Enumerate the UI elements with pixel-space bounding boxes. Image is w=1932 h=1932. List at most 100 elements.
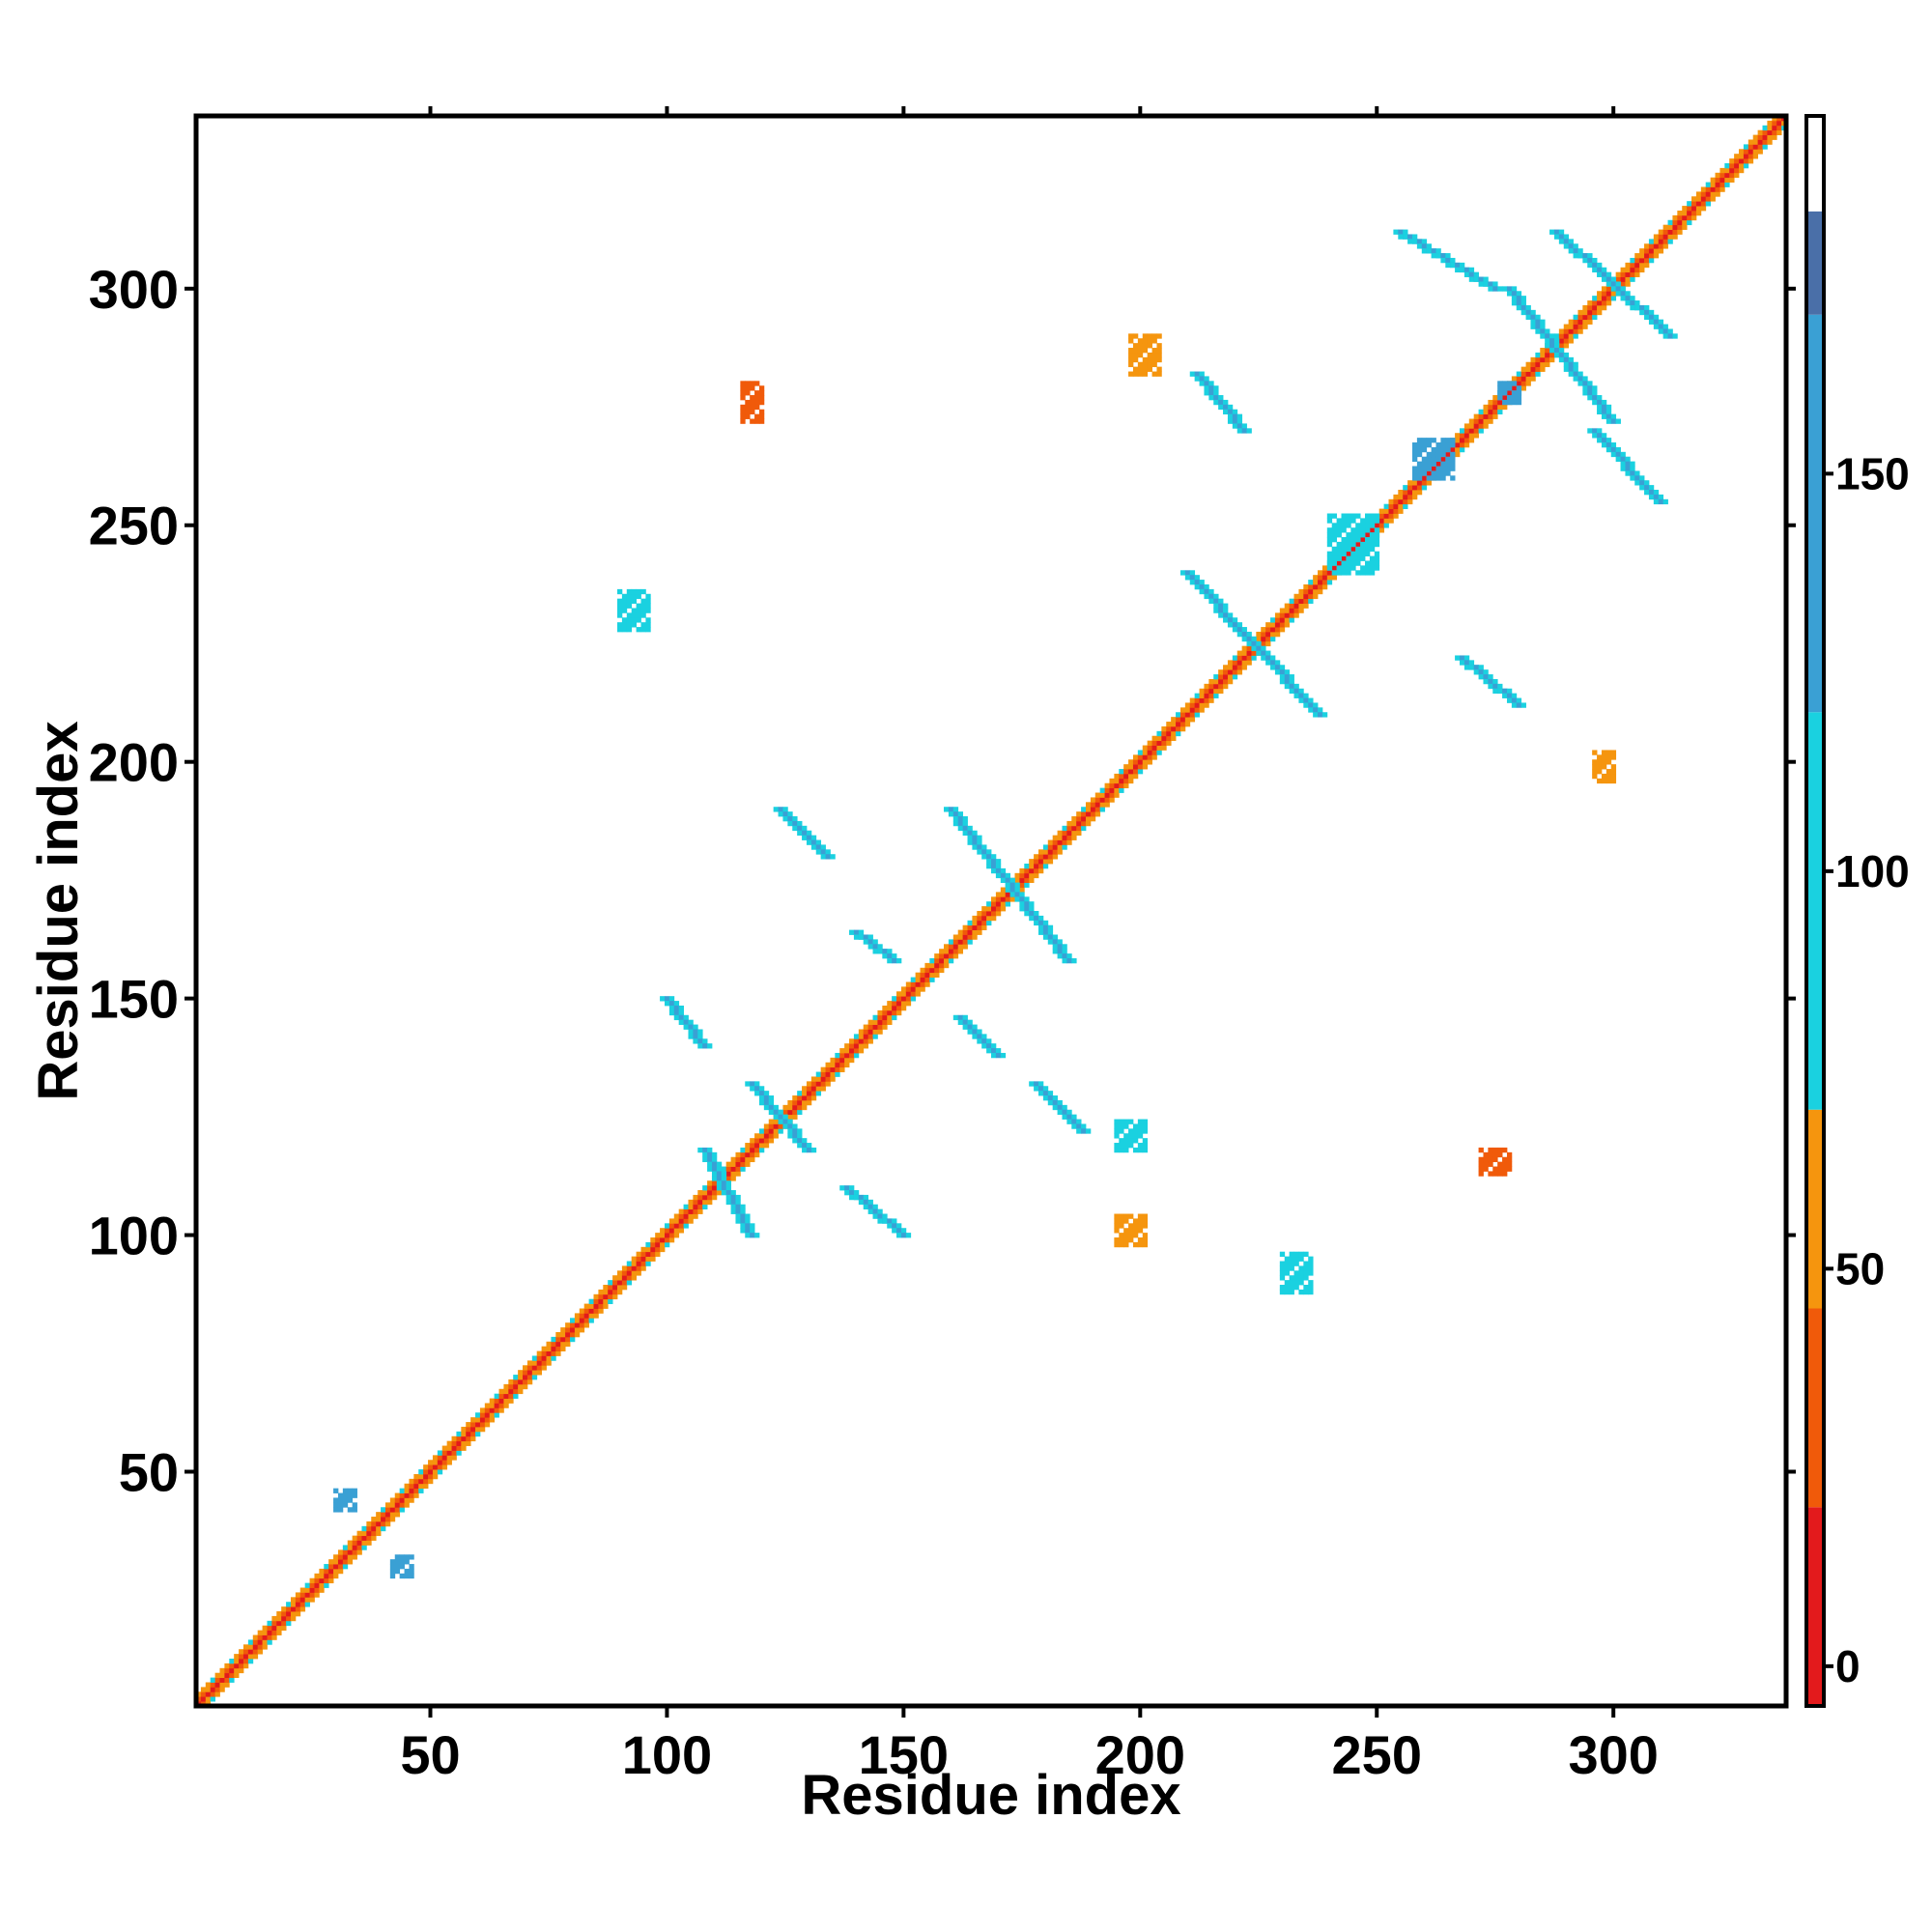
heatmap-cell bbox=[1468, 423, 1475, 429]
heatmap-cell bbox=[1710, 191, 1716, 197]
heatmap-cell bbox=[778, 1109, 783, 1116]
heatmap-cell bbox=[1421, 456, 1428, 463]
heatmap-cell bbox=[1218, 404, 1224, 411]
heatmap-cell bbox=[1426, 466, 1432, 471]
heatmap-cell bbox=[872, 949, 878, 954]
heatmap-cell bbox=[1563, 333, 1570, 339]
heatmap-cell bbox=[333, 1559, 339, 1565]
heatmap-cell bbox=[802, 825, 808, 832]
heatmap-cell bbox=[721, 1176, 727, 1181]
heatmap-cell bbox=[1416, 490, 1423, 496]
heatmap-cell bbox=[763, 1143, 770, 1149]
heatmap-cell bbox=[456, 1440, 462, 1446]
colorbar-band bbox=[1808, 1308, 1822, 1508]
heatmap-cell bbox=[333, 1554, 339, 1560]
heatmap-cell bbox=[806, 830, 812, 837]
heatmap-cell bbox=[456, 1445, 462, 1451]
heatmap-cell bbox=[1137, 1223, 1144, 1229]
heatmap-cell bbox=[1241, 660, 1247, 666]
heatmap-cell bbox=[995, 872, 1002, 879]
heatmap-cell bbox=[1199, 376, 1205, 382]
heatmap-cell bbox=[1605, 271, 1612, 277]
heatmap-cell bbox=[900, 986, 907, 992]
heatmap-cell bbox=[214, 1677, 220, 1683]
heatmap-cell bbox=[1762, 125, 1768, 131]
heatmap-cell bbox=[645, 1256, 651, 1262]
heatmap-cell bbox=[1047, 1099, 1054, 1106]
heatmap-cell bbox=[1421, 438, 1428, 443]
heatmap-cell bbox=[725, 1180, 731, 1186]
heatmap-cell bbox=[1653, 324, 1660, 329]
heatmap-cell bbox=[995, 1048, 1002, 1054]
heatmap-cell bbox=[754, 1143, 760, 1149]
heatmap-cell bbox=[1459, 442, 1465, 448]
heatmap-cell bbox=[1119, 769, 1124, 775]
heatmap-cell bbox=[1331, 575, 1338, 581]
heatmap-cell bbox=[1605, 413, 1612, 419]
heatmap-cell bbox=[252, 1654, 259, 1660]
heatmap-cell bbox=[1488, 1147, 1493, 1153]
heatmap-cell bbox=[1355, 570, 1361, 576]
heatmap-cell bbox=[920, 981, 925, 987]
heatmap-cell bbox=[555, 1346, 561, 1351]
heatmap-cell bbox=[1610, 451, 1617, 458]
heatmap-cell bbox=[333, 1573, 339, 1579]
heatmap-cell bbox=[986, 864, 992, 869]
heatmap-cell bbox=[1587, 304, 1593, 311]
heatmap-cell bbox=[1488, 399, 1493, 406]
heatmap-cell bbox=[523, 1365, 528, 1371]
heatmap-cell bbox=[1398, 490, 1404, 496]
heatmap-cell bbox=[697, 1208, 703, 1214]
heatmap-cell bbox=[200, 1696, 207, 1702]
heatmap-cell bbox=[1204, 693, 1209, 698]
heatmap-cell bbox=[754, 1091, 760, 1096]
heatmap-cell bbox=[1151, 735, 1157, 742]
heatmap-cell bbox=[1336, 546, 1342, 553]
heatmap-cell bbox=[1062, 830, 1067, 837]
heatmap-cell bbox=[616, 1285, 623, 1291]
heatmap-cell bbox=[1360, 541, 1366, 548]
heatmap-cell bbox=[915, 977, 921, 982]
heatmap-cell bbox=[475, 1426, 481, 1433]
heatmap-cell bbox=[1497, 385, 1503, 391]
heatmap-cell bbox=[750, 1143, 755, 1149]
heatmap-cell bbox=[1308, 1289, 1314, 1295]
heatmap-cell bbox=[560, 1331, 566, 1338]
heatmap-cell bbox=[1506, 390, 1513, 396]
heatmap-cell bbox=[276, 1625, 282, 1632]
heatmap-cell bbox=[797, 830, 803, 837]
heatmap-cell bbox=[451, 1440, 457, 1446]
heatmap-cell bbox=[1450, 451, 1456, 458]
heatmap-cell bbox=[707, 1194, 713, 1201]
heatmap-cell bbox=[697, 1147, 703, 1153]
heatmap-cell bbox=[750, 1233, 755, 1238]
heatmap-cell bbox=[1213, 674, 1219, 680]
heatmap-cell bbox=[792, 1104, 798, 1111]
heatmap-cell bbox=[1128, 1233, 1134, 1238]
heatmap-cell bbox=[787, 1099, 793, 1106]
heatmap-cell bbox=[1360, 546, 1366, 553]
heatmap-cell bbox=[773, 1123, 779, 1129]
heatmap-cell bbox=[1691, 201, 1697, 207]
heatmap-cell bbox=[612, 1275, 618, 1281]
heatmap-cell bbox=[810, 835, 817, 840]
heatmap-cell bbox=[740, 418, 746, 424]
heatmap-cell bbox=[1034, 911, 1039, 917]
heatmap-cell bbox=[820, 1066, 826, 1072]
heatmap-cell bbox=[896, 996, 902, 1002]
heatmap-cell bbox=[441, 1450, 448, 1456]
heatmap-cell bbox=[645, 1261, 651, 1266]
heatmap-cell bbox=[352, 1502, 357, 1508]
heatmap-cell bbox=[863, 1029, 869, 1035]
heatmap-cell bbox=[1236, 423, 1243, 429]
heatmap-cell bbox=[1156, 371, 1162, 377]
heatmap-cell bbox=[839, 1048, 845, 1054]
heatmap-cell bbox=[745, 381, 751, 386]
heatmap-cell bbox=[1450, 461, 1456, 467]
heatmap-cell bbox=[1156, 366, 1162, 372]
heatmap-cell bbox=[1104, 782, 1110, 789]
heatmap-cell bbox=[1648, 485, 1655, 491]
heatmap-cell bbox=[560, 1346, 566, 1351]
heatmap-cell bbox=[944, 962, 950, 969]
heatmap-cell bbox=[1284, 1265, 1291, 1271]
